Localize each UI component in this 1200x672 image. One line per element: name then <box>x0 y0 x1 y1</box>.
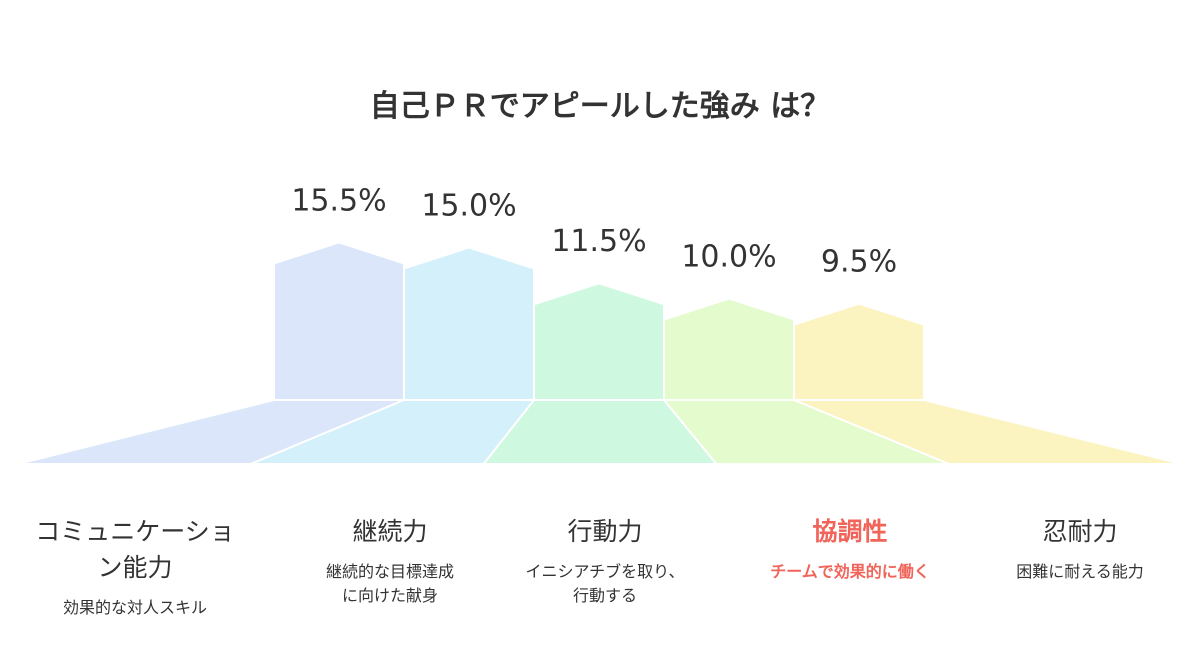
bar <box>403 246 535 401</box>
chart-title: 自己ＰＲでアピールした強み は？ <box>370 89 830 124</box>
value-label: 15.5% <box>291 183 386 218</box>
bars <box>273 241 925 401</box>
value-label: 10.0% <box>681 240 776 275</box>
bar <box>533 282 665 401</box>
bar <box>663 297 795 401</box>
value-label: 11.5% <box>551 224 646 259</box>
base-trapezoids <box>17 399 1183 465</box>
value-label: 9.5% <box>821 245 897 280</box>
value-label: 15.0% <box>421 189 516 224</box>
value-labels: 15.5% 15.0% 11.5% 10.0% 9.5% <box>291 183 897 279</box>
bar <box>273 241 405 401</box>
bar <box>793 302 925 401</box>
